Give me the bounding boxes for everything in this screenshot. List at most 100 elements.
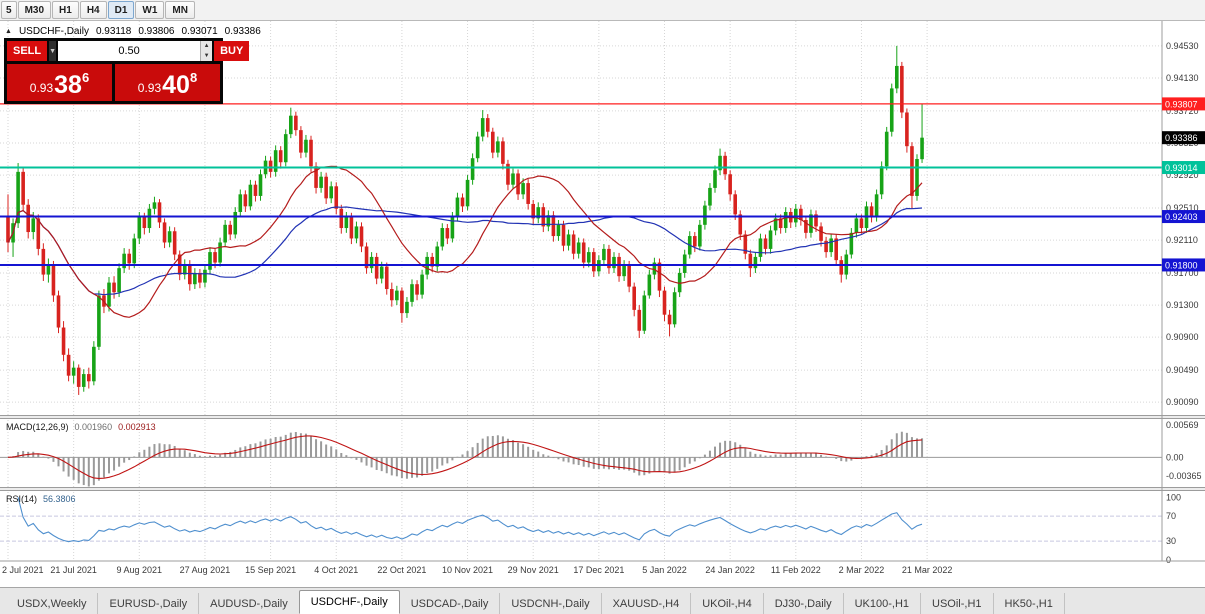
sell-price-pips: 38	[54, 70, 82, 99]
macd-indicator-label: MACD(12,26,9) 0.001960 0.002913	[6, 422, 156, 432]
svg-text:0.91300: 0.91300	[1166, 300, 1199, 310]
chart-tab-uk100-h1[interactable]: UK100-,H1	[844, 593, 922, 614]
svg-text:0.00: 0.00	[1166, 452, 1184, 462]
svg-text:2 Mar 2022: 2 Mar 2022	[839, 565, 885, 575]
ohlc-open: 0.93118	[95, 26, 132, 37]
timeframe-button-5[interactable]: 5	[1, 1, 17, 19]
volume-input[interactable]	[58, 41, 201, 61]
one-click-panel-toggle-icon[interactable]: ▲	[5, 28, 12, 35]
buy-button[interactable]: BUY	[214, 41, 250, 61]
sell-button[interactable]: SELL	[7, 41, 48, 61]
chart-title: ▲ USDCHF-,Daily 0.93118 0.93806 0.93071 …	[5, 26, 261, 37]
svg-text:0.93014: 0.93014	[1165, 163, 1198, 173]
chart-tab-usdcad-daily[interactable]: USDCAD-,Daily	[400, 593, 501, 614]
svg-text:0.91800: 0.91800	[1165, 260, 1198, 270]
chart-tab-ukoil-h4[interactable]: UKOil-,H4	[691, 593, 764, 614]
svg-text:29 Nov 2021: 29 Nov 2021	[508, 565, 559, 575]
svg-text:11 Feb 2022: 11 Feb 2022	[771, 565, 821, 575]
trade-options-dropdown[interactable]: ▼	[49, 41, 57, 61]
price-chart-canvas[interactable]: 2 Jul 2021 21 Jul 2021 9 Aug 2021 27 Aug 20…	[0, 21, 1205, 587]
svg-text:0.91700: 0.91700	[1166, 268, 1199, 278]
macd-signal-line	[7, 435, 923, 479]
svg-text:21 Mar 2022: 21 Mar 2022	[902, 565, 953, 575]
sell-price-display[interactable]: 0.93 38 6	[7, 64, 112, 101]
candles-layer	[6, 45, 924, 395]
svg-text:2 Jul 2021: 2 Jul 2021	[2, 565, 44, 575]
svg-text:0.94130: 0.94130	[1166, 73, 1199, 83]
svg-text:70: 70	[1166, 511, 1176, 521]
chart-tab-hk50-h1[interactable]: HK50-,H1	[994, 593, 1065, 614]
svg-text:0.94530: 0.94530	[1166, 41, 1199, 51]
svg-text:5 Jan 2022: 5 Jan 2022	[642, 565, 687, 575]
svg-text:0.90490: 0.90490	[1166, 365, 1199, 375]
ohlc-low: 0.93071	[181, 26, 218, 37]
rsi-value: 56.3806	[43, 494, 76, 504]
support-teal-line-price-label	[1162, 161, 1205, 175]
volume-spinner: ▲ ▼	[200, 41, 213, 61]
svg-text:27 Aug 2021: 27 Aug 2021	[180, 565, 231, 575]
timeframe-button-w1[interactable]: W1	[135, 1, 165, 19]
svg-text:0.93386: 0.93386	[1165, 133, 1198, 143]
buy-price-display[interactable]: 0.93 40 8	[115, 64, 220, 101]
support-blue-line-1-price-label	[1162, 210, 1205, 224]
svg-text:0.92110: 0.92110	[1166, 235, 1198, 245]
svg-text:22 Oct 2021: 22 Oct 2021	[377, 565, 426, 575]
svg-text:100: 100	[1166, 492, 1181, 502]
rsi-name: RSI(14)	[6, 494, 38, 504]
svg-text:9 Aug 2021: 9 Aug 2021	[117, 565, 163, 575]
ma-fast-line[interactable]	[7, 165, 923, 318]
svg-text:0.92920: 0.92920	[1166, 170, 1199, 180]
svg-text:0.93807: 0.93807	[1165, 99, 1198, 109]
chart-tab-xauusd-h4[interactable]: XAUUSD-,H4	[602, 593, 692, 614]
svg-text:4 Oct 2021: 4 Oct 2021	[314, 565, 358, 575]
rsi-line	[17, 497, 923, 543]
volume-field: ▲ ▼	[58, 41, 213, 61]
sell-price-base: 0.93	[29, 81, 54, 95]
volume-increase-button[interactable]: ▲	[201, 41, 213, 51]
svg-text:-0.00365: -0.00365	[1166, 471, 1202, 481]
ohlc-high: 0.93806	[138, 26, 175, 37]
chart-tab-audusd-daily[interactable]: AUDUSD-,Daily	[199, 593, 300, 614]
timeframe-button-h1[interactable]: H1	[52, 1, 79, 19]
timeframe-button-mn[interactable]: MN	[165, 1, 195, 19]
svg-text:30: 30	[1166, 536, 1176, 546]
svg-text:0.00569: 0.00569	[1166, 420, 1199, 430]
buy-price-pips: 40	[162, 70, 190, 99]
svg-text:17 Dec 2021: 17 Dec 2021	[573, 565, 624, 575]
chart-tab-eurusd-daily[interactable]: EURUSD-,Daily	[98, 593, 200, 614]
svg-text:10 Nov 2021: 10 Nov 2021	[442, 565, 493, 575]
volume-decrease-button[interactable]: ▼	[201, 51, 213, 61]
chart-tab-usdchf-daily[interactable]: USDCHF-,Daily	[298, 590, 400, 614]
svg-text:0.92403: 0.92403	[1165, 212, 1198, 222]
buy-price-point: 8	[189, 70, 198, 85]
macd-signal-value: 0.002913	[118, 422, 156, 432]
svg-text:0: 0	[1166, 555, 1171, 565]
buy-price-base: 0.93	[137, 81, 162, 95]
svg-text:24 Jan 2022: 24 Jan 2022	[705, 565, 755, 575]
svg-text:0.90090: 0.90090	[1166, 397, 1199, 407]
chart-tab-bar: USDX,Weekly EURUSD-,Daily AUDUSD-,Daily USD…	[0, 587, 1205, 614]
chart-tab-usoil-h1[interactable]: USOil-,H1	[921, 593, 994, 614]
sell-price-point: 6	[81, 70, 90, 85]
rsi-indicator-label: RSI(14) 56.3806	[6, 494, 76, 504]
chart-symbol-period: USDCHF-,Daily	[18, 26, 89, 37]
resistance-red-line-price-label	[1162, 97, 1205, 111]
ma-slow-line[interactable]	[7, 206, 923, 296]
timeframe-button-d1[interactable]: D1	[107, 1, 135, 19]
macd-main-value: 0.001960	[74, 422, 113, 432]
svg-text:0.90900: 0.90900	[1166, 332, 1199, 342]
timeframe-button-h4[interactable]: H4	[79, 1, 107, 19]
svg-text:0.93720: 0.93720	[1166, 106, 1199, 116]
chart-tab-usdx-weekly[interactable]: USDX,Weekly	[6, 593, 99, 614]
current-price-label	[1162, 131, 1205, 145]
ohlc-close: 0.93386	[224, 26, 261, 37]
svg-text:21 Jul 2021: 21 Jul 2021	[50, 565, 97, 575]
macd-name: MACD(12,26,9)	[6, 422, 69, 432]
chart-tab-usdcnh-daily[interactable]: USDCNH-,Daily	[500, 593, 602, 614]
svg-text:15 Sep 2021: 15 Sep 2021	[245, 565, 296, 575]
timeframe-button-m30[interactable]: M30	[17, 1, 52, 19]
chart-area: 2 Jul 2021 21 Jul 2021 9 Aug 2021 27 Aug 20…	[0, 21, 1205, 587]
one-click-trading-panel: SELL ▼ ▲ ▼ BUY 0.93 38 6 0.93 40 8	[4, 38, 250, 104]
support-blue-line-2-price-label	[1162, 258, 1205, 272]
chart-tab-dj30-daily[interactable]: DJ30-,Daily	[764, 593, 844, 614]
